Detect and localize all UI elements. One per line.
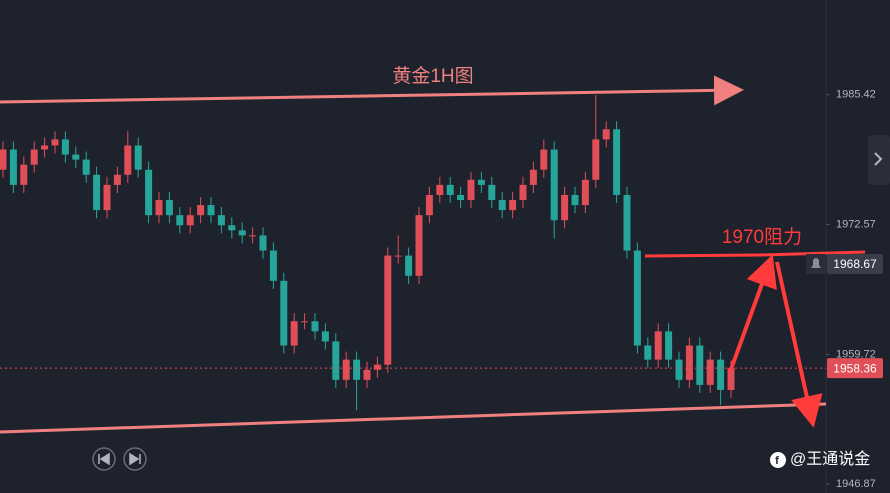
- playback-controls: [92, 447, 147, 471]
- price-tag-label: 1958.36: [833, 361, 877, 375]
- candle-body: [685, 345, 693, 380]
- candle-body: [113, 174, 121, 185]
- candle-body: [498, 200, 506, 211]
- y-tick-label: 1972.57: [836, 218, 876, 230]
- candle-body: [446, 184, 454, 195]
- candle-body: [207, 205, 215, 216]
- y-tick-label: 1959.72: [836, 348, 876, 360]
- candle-body: [20, 164, 28, 185]
- candle-body: [332, 341, 340, 380]
- prev-icon: [98, 452, 110, 466]
- candle-body: [93, 174, 101, 211]
- chevron-icon: [874, 152, 883, 166]
- candle-body: [363, 369, 371, 380]
- candle-body: [467, 179, 475, 201]
- candle-body: [717, 359, 725, 390]
- alert-bell-icon: [811, 257, 821, 268]
- candle-body: [477, 179, 485, 185]
- candle-body: [488, 184, 496, 201]
- candle-body: [529, 169, 537, 185]
- candle-body: [30, 149, 38, 165]
- candle-body: [706, 359, 714, 385]
- candle-body: [550, 149, 558, 221]
- chart-title: 黄金1H图: [392, 65, 473, 87]
- candle-body: [280, 280, 288, 346]
- candle-body: [509, 200, 517, 211]
- candle-body: [124, 145, 132, 175]
- candle-body: [425, 194, 433, 216]
- candle-body: [561, 194, 569, 221]
- candle-body: [519, 184, 527, 201]
- watermark-icon: [770, 452, 786, 468]
- candle-body: [613, 129, 621, 195]
- candle-body: [41, 145, 49, 150]
- y-tick-label: 1946.87: [836, 478, 876, 490]
- candle-body: [155, 200, 163, 216]
- candle-body: [384, 255, 392, 365]
- candle-body: [353, 359, 361, 380]
- upper-trend-line: [0, 75, 744, 106]
- candle-body: [134, 145, 142, 170]
- candle-body: [373, 364, 381, 370]
- prev-button[interactable]: [92, 447, 116, 471]
- candle-body: [301, 321, 309, 323]
- candle-body: [51, 139, 59, 146]
- candle-body: [290, 321, 298, 346]
- candle-body: [342, 359, 350, 380]
- candle-body: [269, 250, 277, 281]
- candle-body: [415, 215, 423, 276]
- candle-body: [633, 250, 641, 346]
- price-tag: [827, 358, 883, 379]
- candle-body: [9, 149, 17, 185]
- candle-body: [696, 345, 704, 385]
- candle-body: [228, 225, 236, 231]
- candle-body: [238, 230, 246, 236]
- resistance-label: 1970阻力: [722, 226, 802, 248]
- arrow-down: [775, 261, 823, 428]
- candle-body: [571, 194, 579, 206]
- candle-body: [217, 215, 225, 226]
- candle-body: [186, 215, 194, 226]
- candle-body: [436, 184, 444, 195]
- candle-body: [249, 235, 257, 237]
- y-tick-label: 1985.42: [836, 89, 876, 101]
- candle-body: [644, 345, 652, 360]
- candle-body: [592, 139, 600, 180]
- candle-body: [665, 331, 673, 360]
- candle-body: [82, 159, 90, 175]
- watermark: @王通说金: [790, 450, 870, 468]
- candle-body: [581, 179, 589, 206]
- watermark-icon-glyph: f: [775, 455, 779, 467]
- candle-body: [675, 359, 683, 380]
- candle-body: [61, 139, 69, 155]
- candle-body: [602, 129, 610, 140]
- candle-body: [311, 321, 319, 332]
- candle-body: [540, 149, 548, 170]
- next-button[interactable]: [123, 447, 147, 471]
- candle-body: [654, 331, 662, 360]
- price-tag-label: 1968.67: [833, 257, 877, 271]
- arrow-up: [728, 254, 777, 373]
- candle-body: [197, 205, 205, 216]
- lower-trend-line: [0, 402, 827, 434]
- candle-body: [727, 368, 735, 390]
- candle-body: [145, 169, 153, 216]
- candle-body: [457, 194, 465, 201]
- candle-body: [0, 149, 7, 170]
- candle-body: [394, 255, 402, 257]
- price-tag: [827, 253, 883, 274]
- plot-area: [0, 94, 826, 411]
- candle-body: [176, 215, 184, 226]
- candle-body: [321, 331, 329, 342]
- candle-body: [103, 184, 111, 211]
- next-icon: [129, 452, 141, 466]
- candle-body: [72, 154, 80, 160]
- candle-body: [405, 255, 413, 276]
- candle-body: [259, 235, 267, 251]
- candle-body: [623, 194, 631, 251]
- candle-body: [165, 200, 173, 216]
